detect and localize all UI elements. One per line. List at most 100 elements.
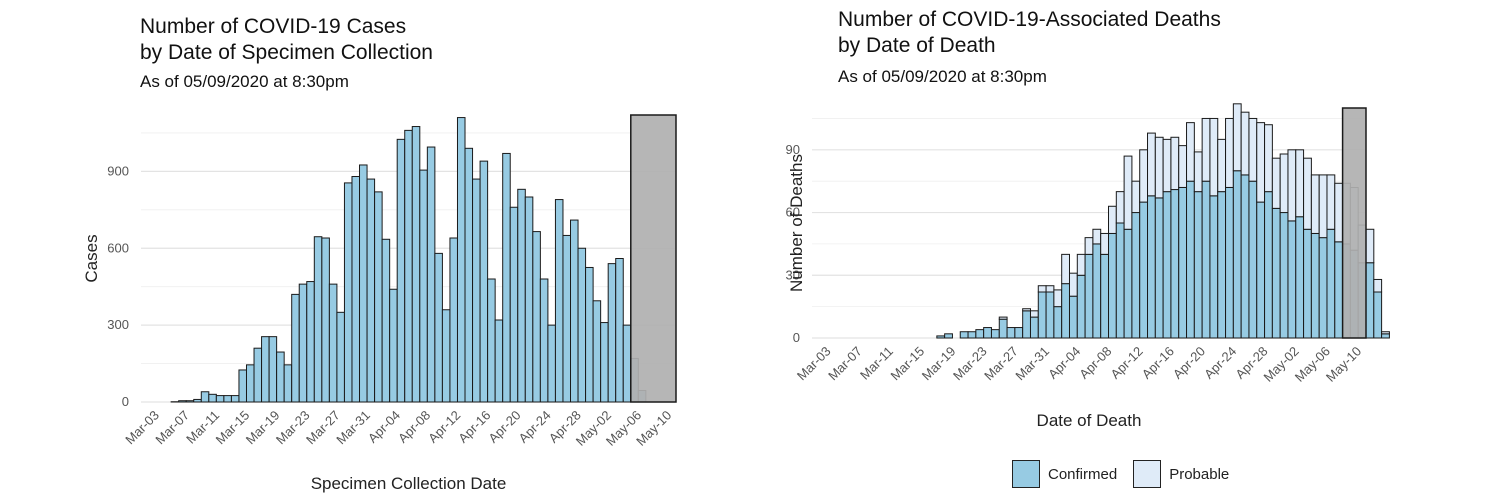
deaths-bar-probable [1217, 138, 1227, 193]
cases-bar-cases [291, 293, 300, 403]
cases-x-tick-label: Mar-31 [333, 408, 373, 448]
legend-swatch-confirmed [1012, 460, 1040, 488]
deaths-bar-confirmed [1147, 195, 1156, 339]
deaths-bar-confirmed [998, 318, 1008, 339]
deaths-x-axis-title: Date of Death [1037, 411, 1142, 430]
deaths-bar-confirmed [990, 329, 1000, 339]
cases-x-tick-label: Apr-24 [516, 408, 554, 446]
legend-label-probable: Probable [1169, 465, 1230, 483]
deaths-bar-probable [1131, 180, 1141, 214]
deaths-bar-probable [1045, 285, 1055, 293]
cases-x-tick-label: Mar-07 [152, 408, 192, 448]
deaths-bar-confirmed [1061, 283, 1070, 339]
cases-bar-cases [374, 191, 383, 403]
cases-x-tick-label: Apr-20 [485, 408, 523, 446]
deaths-bar-probable [1318, 174, 1328, 239]
deaths-bar-probable [1381, 331, 1390, 335]
deaths-bar-probable [1209, 117, 1219, 197]
deaths-bar-probable [1092, 228, 1102, 245]
cases-bar-cases [547, 324, 556, 403]
deaths-bar-confirmed [1014, 327, 1024, 339]
deaths-bar-confirmed [1209, 195, 1219, 339]
deaths-bar-confirmed [1123, 228, 1133, 339]
deaths-bar-confirmed [1076, 274, 1086, 339]
deaths-bar-probable [1303, 157, 1312, 230]
cases-bar-cases [268, 336, 278, 403]
deaths-bar-probable [1178, 145, 1188, 188]
cases-bar-cases [592, 300, 602, 403]
cases-bar-cases [230, 395, 240, 403]
deaths-bar-confirmed [1029, 316, 1039, 339]
deaths-bar-confirmed [1310, 232, 1320, 339]
deaths-bar-confirmed [1373, 291, 1383, 339]
cases-bar-cases [479, 160, 489, 403]
cases-bar-cases [449, 237, 458, 403]
deaths-bar-probable [1053, 289, 1063, 308]
cases-bar-cases [570, 219, 579, 403]
deaths-bar-confirmed [1271, 207, 1281, 339]
deaths-title-line1: Number of COVID-19-Associated Deaths [838, 8, 1221, 31]
cases-bar-cases [464, 147, 474, 403]
cases-bar-cases [622, 324, 632, 403]
deaths-bar-confirmed [1318, 237, 1328, 339]
deaths-x-tick-label: Apr-12 [1108, 344, 1146, 382]
deaths-bar-probable [1100, 232, 1110, 255]
deaths-bar-confirmed [1326, 228, 1336, 339]
deaths-chart-panel: Number of COVID-19-Associated Deaths by … [730, 0, 1500, 500]
deaths-bar-confirmed [983, 327, 992, 339]
deaths-bar-probable [1373, 278, 1383, 293]
cases-bar-cases [434, 252, 443, 403]
deaths-x-tick-label: Apr-16 [1139, 344, 1177, 382]
cases-bar-cases [306, 281, 315, 403]
deaths-y-axis-title: Number of Deaths [787, 154, 806, 292]
deaths-x-tick-label: Mar-23 [950, 344, 990, 384]
legend-swatch-probable [1133, 460, 1162, 488]
cases-bar-cases [411, 126, 421, 403]
deaths-bar-probable [1123, 155, 1133, 230]
deaths-bar-confirmed [1279, 212, 1289, 339]
deaths-x-tick-label: Apr-24 [1201, 344, 1239, 382]
deaths-bar-confirmed [1264, 191, 1273, 339]
legend-label-confirmed: Confirmed [1048, 465, 1118, 483]
deaths-x-tick-label: Mar-03 [794, 344, 834, 384]
cases-bar-cases [419, 169, 428, 403]
deaths-bar-probable [1365, 228, 1375, 264]
deaths-bar-confirmed [1232, 170, 1242, 339]
deaths-bar-confirmed [1248, 180, 1258, 339]
deaths-bar-probable [1271, 157, 1281, 209]
cases-bar-cases [487, 278, 496, 403]
cases-bar-cases [238, 369, 247, 403]
cases-bar-cases [517, 188, 526, 403]
deaths-y-tick-label: 60 [786, 205, 800, 220]
deaths-y-tick-label: 30 [786, 267, 800, 282]
deaths-x-tick-label: Mar-19 [919, 344, 959, 384]
cases-x-tick-label: Apr-04 [365, 408, 403, 446]
cases-bar-cases [426, 146, 436, 403]
deaths-bar-probable [1108, 205, 1117, 234]
cases-bar-cases [215, 395, 225, 403]
deaths-bar-confirmed [1381, 333, 1390, 339]
deaths-bar-confirmed [967, 331, 977, 339]
deaths-bar-confirmed [1303, 228, 1312, 339]
cases-y-tick-label: 0 [122, 394, 129, 409]
cases-bar-cases [321, 237, 330, 403]
deaths-bar-probable [1295, 149, 1305, 218]
deaths-bar-probable [1201, 117, 1211, 182]
deaths-bar-confirmed [1037, 291, 1047, 339]
cases-bar-cases [261, 336, 270, 403]
cases-bar-cases [298, 283, 308, 403]
cases-bar-cases [577, 247, 587, 403]
deaths-y-tick-label: 0 [793, 330, 800, 345]
deaths-chart-title: Number of COVID-19-Associated Deaths by … [838, 7, 1221, 59]
cases-x-tick-label: Apr-12 [425, 408, 463, 446]
legend-item-confirmed: Confirmed [1012, 460, 1117, 488]
cases-chart-svg: 0300600900Mar-03Mar-07Mar-11Mar-15Mar-19… [82, 114, 677, 493]
deaths-bar-confirmed [1186, 180, 1195, 339]
deaths-bar-confirmed [1287, 220, 1297, 339]
deaths-bar-confirmed [1068, 295, 1078, 339]
legend-item-probable: Probable [1133, 460, 1229, 488]
deaths-bar-probable [1076, 253, 1086, 276]
cases-bar-cases [245, 364, 255, 403]
cases-bar-cases [615, 258, 624, 403]
cases-bar-cases [585, 266, 594, 403]
